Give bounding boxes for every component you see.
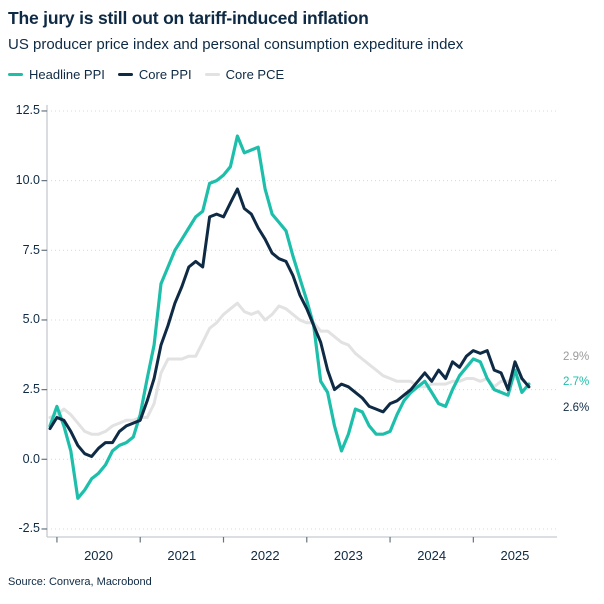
y-axis-tick-label: 5.0 — [22, 312, 40, 327]
end-value-label: 2.7% — [563, 376, 590, 388]
x-axis-year-label: 2020 — [84, 548, 113, 563]
x-axis-year-label: 2021 — [167, 548, 197, 563]
y-axis-tick-label: -2.5 — [18, 521, 40, 536]
end-value-label: 2.9% — [563, 351, 590, 363]
x-axis-year-label: 2022 — [250, 548, 280, 563]
legend-label: Core PCE — [225, 67, 285, 82]
page-subtitle: US producer price index and personal con… — [8, 36, 464, 53]
y-axis-tick-label: 12.5 — [15, 103, 40, 118]
series-line-core-ppi — [48, 187, 531, 458]
legend-item-core-ppi: Core PPI — [117, 67, 192, 82]
legend-label: Core PPI — [138, 67, 192, 82]
legend-label: Headline PPI — [29, 67, 105, 82]
series-line-core-pce — [48, 301, 524, 436]
legend-item-core-pce: Core PCE — [204, 67, 285, 82]
core-pce-swatch-icon — [204, 72, 220, 77]
y-axis-tick-label: 2.5 — [22, 382, 40, 397]
legend-item-headline-ppi: Headline PPI — [8, 67, 105, 82]
x-axis-year-label: 2025 — [500, 548, 530, 563]
y-axis-tick-label: 0.0 — [22, 451, 40, 466]
core-ppi-swatch-icon — [117, 72, 133, 77]
y-axis-tick-label: 10.0 — [15, 173, 40, 188]
x-axis-year-label: 2023 — [333, 548, 363, 563]
legend: Headline PPI Core PPI Core PCE — [8, 67, 284, 82]
source-note: Source: Convera, Macrobond — [8, 576, 152, 588]
headline-ppi-swatch-icon — [8, 72, 23, 77]
x-axis-year-label: 2024 — [417, 548, 447, 563]
series-line-headline-ppi — [48, 134, 531, 500]
page-title: The jury is still out on tariff-induced … — [8, 8, 369, 28]
end-value-label: 2.6% — [563, 402, 590, 414]
y-axis-tick-label: 7.5 — [22, 242, 40, 257]
